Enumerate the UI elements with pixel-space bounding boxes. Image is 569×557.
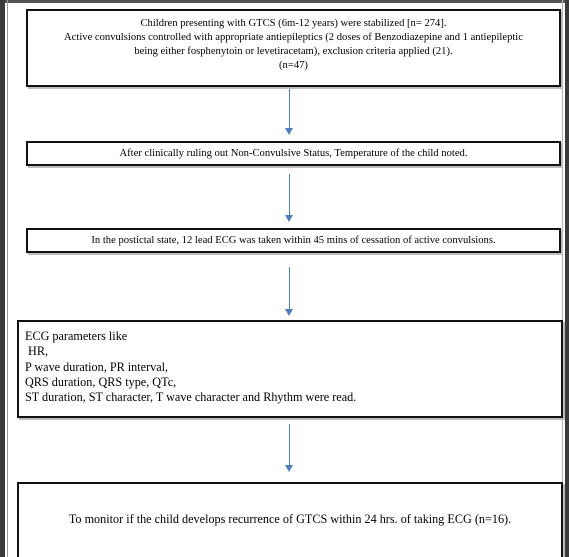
flow-step-stabilization-text: Children presenting with GTCS (6m-12 yea… [28,17,559,73]
flow-arrow-4 [285,424,295,472]
flow-step-ecg-taken: In the postictal state, 12 lead ECG was … [26,228,561,253]
flow-arrow-3 [285,267,295,316]
flow-step-ecg-parameters-text: ECG parameters like HR, P wave duration,… [25,329,561,405]
ecg-parameters-line-2: HR, [25,344,49,359]
flow-step-temperature: After clinically ruling out Non-Convulsi… [26,141,561,166]
ecg-parameters-line-1: ECG parameters like [25,329,128,343]
stabilization-line-3: being either fosphenytoin or levetiracet… [134,46,453,57]
image-right-edge-line [562,0,563,557]
image-left-edge [0,0,5,557]
image-left-edge-line [7,0,8,557]
flow-step-ecg-taken-text: In the postictal state, 12 lead ECG was … [91,235,496,246]
flow-step-stabilization: Children presenting with GTCS (6m-12 yea… [26,9,561,87]
ecg-parameters-line-4: QRS duration, QRS type, QTc, [25,374,177,389]
image-right-edge [565,0,569,557]
flow-step-monitor-recurrence-text: To monitor if the child develops recurre… [68,512,512,526]
flow-step-ecg-parameters: ECG parameters like HR, P wave duration,… [17,320,563,418]
flow-step-monitor-recurrence: To monitor if the child develops recurre… [17,482,563,557]
ecg-parameters-line-5: ST duration, ST character, T wave charac… [25,390,357,405]
image-top-edge [0,0,569,3]
stabilization-line-4: (n=47) [279,60,308,71]
flow-step-temperature-text: After clinically ruling out Non-Convulsi… [119,148,468,159]
flow-arrow-1 [285,89,295,135]
stabilization-line-1: Children presenting with GTCS (6m-12 yea… [140,18,447,29]
flow-arrow-2 [285,174,295,222]
ecg-parameters-line-3: P wave duration, PR interval, [25,359,169,374]
stabilization-line-2: Active convulsions controlled with appro… [64,32,523,43]
